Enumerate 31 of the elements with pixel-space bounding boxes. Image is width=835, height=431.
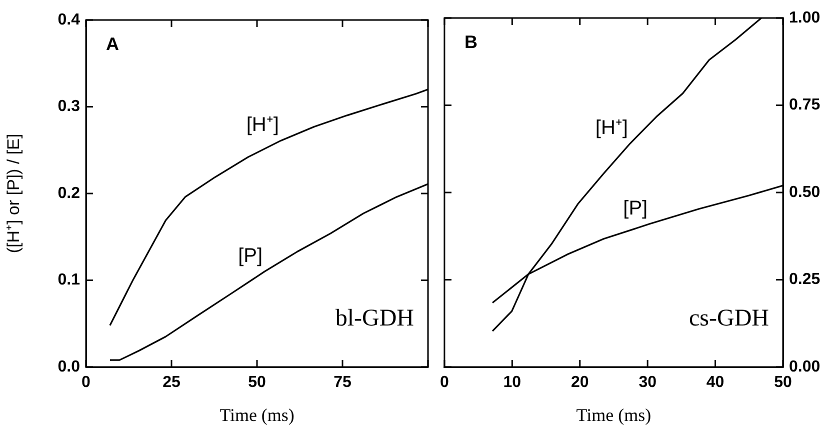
annotation: B bbox=[464, 32, 478, 52]
y2-tick-label: 0.50 bbox=[789, 184, 820, 201]
x-tick-label: 0 bbox=[440, 374, 449, 392]
x-tick-label: 0 bbox=[82, 374, 91, 392]
x-tick-label: 40 bbox=[706, 374, 724, 392]
series-label: [P] bbox=[623, 197, 648, 220]
y2-tick-label: 0.75 bbox=[789, 96, 820, 114]
x-tick-label: 50 bbox=[248, 374, 266, 392]
y-tick-label: 0.2 bbox=[58, 184, 80, 202]
annotation: bl-GDH bbox=[335, 305, 414, 332]
x-tick-label: 25 bbox=[162, 374, 180, 392]
y2-tick-label: 0.25 bbox=[789, 271, 820, 288]
x-axis-title: Time (ms) bbox=[220, 404, 294, 425]
annotation: cs-GDH bbox=[689, 305, 769, 332]
y-tick-label: 0.0 bbox=[58, 358, 80, 376]
series-label: [H⁺] bbox=[595, 117, 628, 140]
series-label: [P] bbox=[238, 245, 263, 268]
y-tick-label: 0.1 bbox=[58, 272, 80, 289]
x-tick-label: 20 bbox=[570, 374, 589, 392]
x-tick-label: 10 bbox=[503, 374, 522, 392]
y-tick-label: 0.3 bbox=[58, 98, 80, 116]
y-tick-label: 0.4 bbox=[58, 11, 80, 28]
x-tick-label: 75 bbox=[334, 374, 352, 392]
y2-tick-label: 0.00 bbox=[789, 358, 820, 376]
x-axis-title: Time (ms) bbox=[576, 404, 652, 425]
x-tick-label: 50 bbox=[774, 374, 792, 392]
y2-tick-label: 1.00 bbox=[789, 9, 820, 26]
y-axis-title: ([H⁺] or [P]) / [E] bbox=[4, 134, 23, 254]
x-tick-label: 30 bbox=[638, 374, 657, 392]
series-label: [H⁺] bbox=[246, 114, 279, 136]
annotation: A bbox=[106, 34, 119, 54]
